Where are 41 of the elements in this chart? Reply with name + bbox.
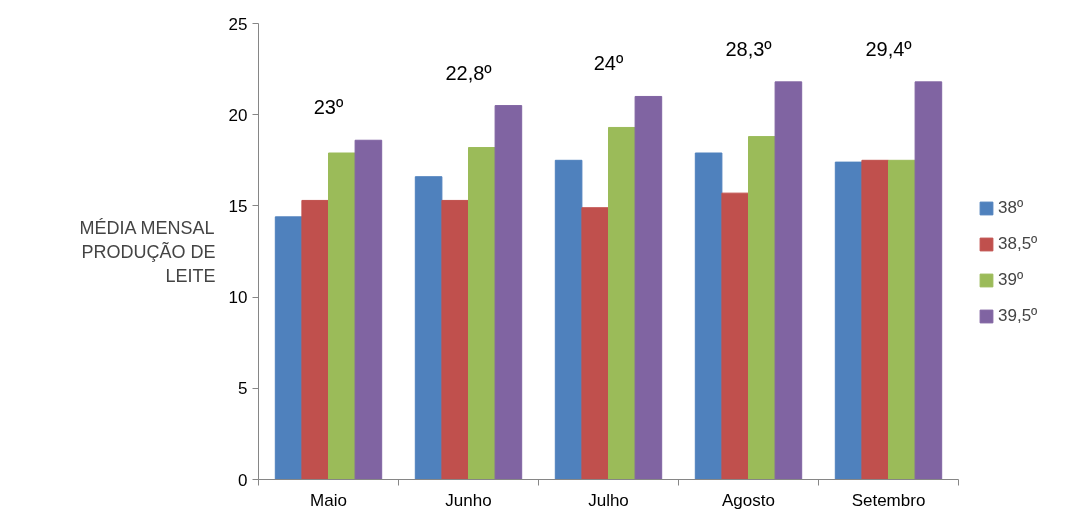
bar	[301, 199, 329, 480]
annotation: 23º	[313, 96, 344, 119]
bar	[354, 139, 383, 480]
x-tick-label: Maio	[310, 490, 347, 510]
bar	[914, 81, 943, 480]
bar	[414, 176, 443, 480]
x-tick-label: Setembro	[851, 490, 926, 510]
bar	[441, 199, 469, 480]
legend-label: 38,5º	[998, 234, 1038, 254]
y-tick-label: 20	[228, 105, 248, 125]
bar	[468, 147, 496, 480]
y-axis-title: MÉDIA MENSAL PRODUÇÃO DE LEITE	[79, 217, 216, 286]
y-tick-label: 5	[238, 379, 248, 399]
y-tick-label: 15	[228, 196, 248, 216]
annotation: 28,3º	[725, 37, 773, 60]
x-tick-label: Agosto	[722, 490, 775, 510]
y-tick-label: 10	[228, 288, 248, 308]
bar	[328, 152, 356, 480]
bar	[634, 95, 663, 480]
bar	[748, 136, 776, 480]
bar	[494, 105, 523, 480]
legend-label: 38º	[998, 198, 1024, 218]
bar	[274, 216, 303, 480]
annotation: 29,4º	[865, 37, 913, 60]
x-tick-label: Junho	[445, 490, 492, 510]
bar	[888, 159, 916, 480]
annotation: 24º	[593, 52, 624, 75]
bar	[774, 81, 803, 480]
bar	[861, 159, 889, 480]
bar	[608, 126, 636, 480]
legend-label: 39º	[998, 270, 1024, 290]
bar	[694, 152, 723, 480]
bar	[581, 207, 609, 480]
x-tick-label: Julho	[588, 490, 629, 510]
y-tick-label: 25	[228, 14, 248, 34]
bar	[721, 192, 749, 480]
y-tick-label: 0	[238, 470, 248, 490]
annotation: 22,8º	[445, 61, 493, 84]
bar	[834, 161, 863, 480]
bar	[554, 159, 583, 480]
legend-label: 39,5º	[998, 306, 1038, 326]
